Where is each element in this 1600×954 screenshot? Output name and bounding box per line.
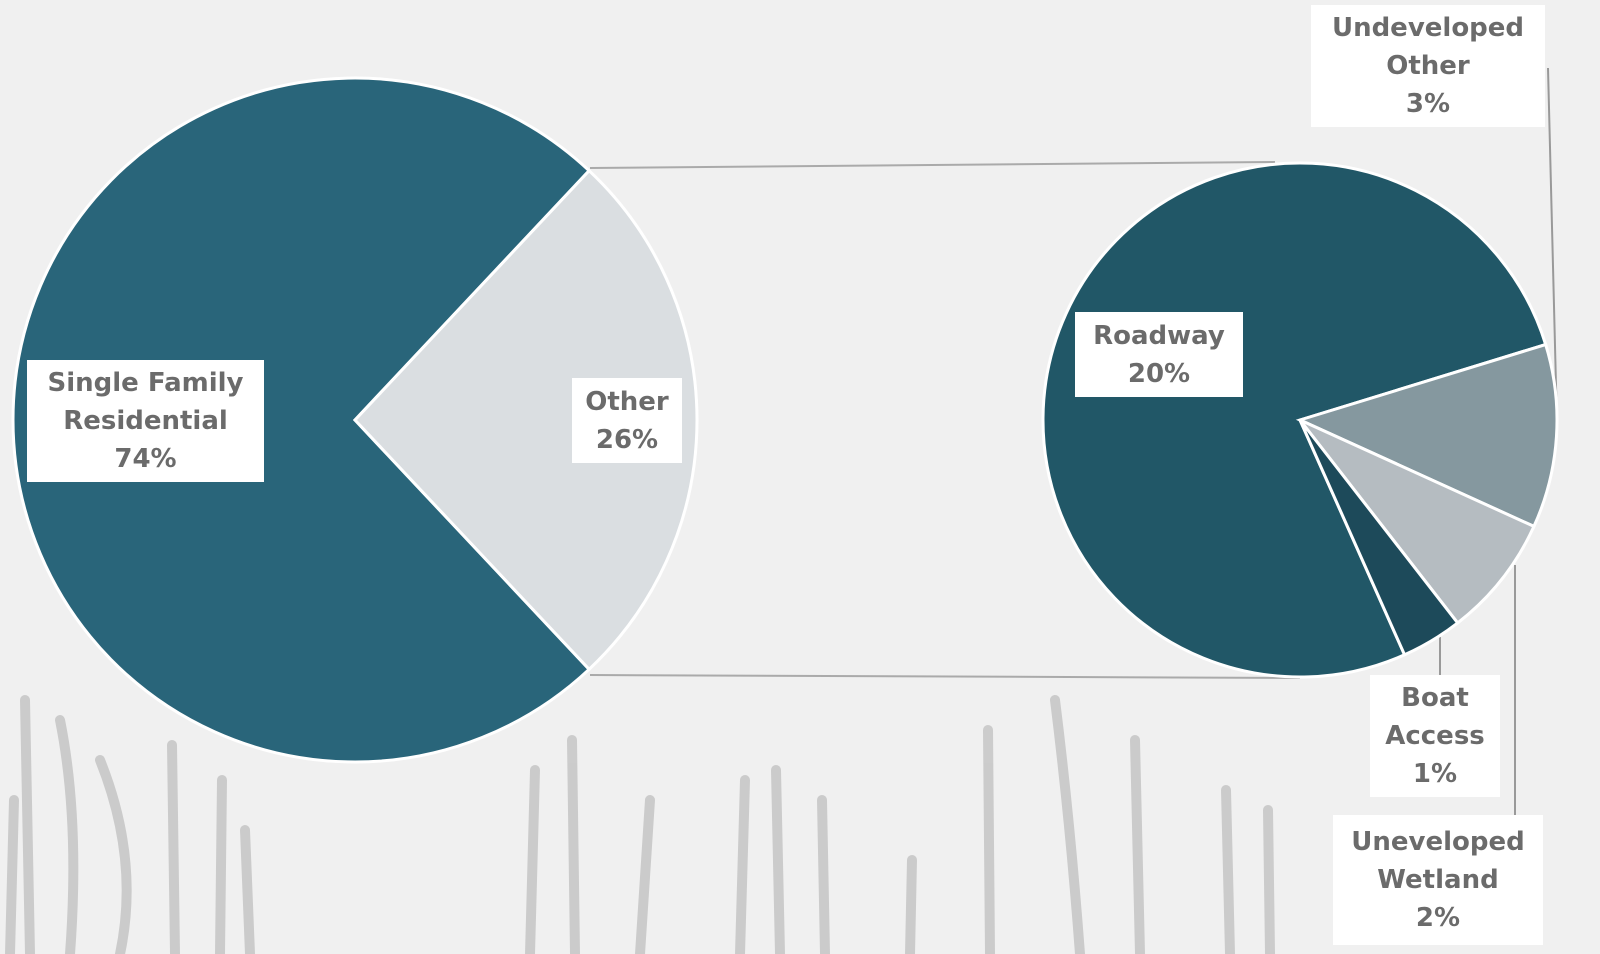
category-name: Boat Access: [1385, 683, 1485, 751]
slice-label: Boat Access 1%: [1370, 675, 1500, 797]
value-label: 3%: [1405, 89, 1451, 119]
category-name: Uneveloped Wetland: [1351, 827, 1525, 895]
connector-line: [589, 161, 1276, 169]
pie-slice: [1298, 419, 1460, 657]
pie-slice: [11, 76, 592, 764]
leader-lines: [1439, 67, 1558, 815]
slice-label: Roadway 20%: [1075, 312, 1243, 397]
pie-slice: [1041, 161, 1548, 679]
slice-label: Single Family Residential 74%: [27, 360, 264, 482]
reeds-decoration: [5, 695, 1275, 954]
value-label: 20%: [1127, 358, 1191, 389]
leader-line: [1547, 67, 1558, 426]
category-name: Roadway: [1093, 320, 1225, 351]
slice-label: Other 26%: [572, 378, 682, 463]
value-label: 1%: [1412, 759, 1458, 789]
value-label: 26%: [595, 424, 659, 455]
slice-label: Undeveloped Other 3%: [1311, 5, 1545, 127]
category-name: Undeveloped Other: [1331, 13, 1525, 81]
value-label: 74%: [114, 444, 177, 474]
category-name: Other: [585, 386, 669, 417]
pie-slice: [1295, 342, 1559, 529]
category-name: Single Family Residential: [47, 368, 244, 436]
pie-slice: [352, 168, 699, 672]
connector-lines: [589, 161, 1301, 679]
slice-label: Uneveloped Wetland 2%: [1333, 815, 1543, 945]
connector-line: [589, 674, 1301, 679]
pie-slice: [1298, 418, 1536, 626]
value-label: 2%: [1415, 903, 1461, 933]
